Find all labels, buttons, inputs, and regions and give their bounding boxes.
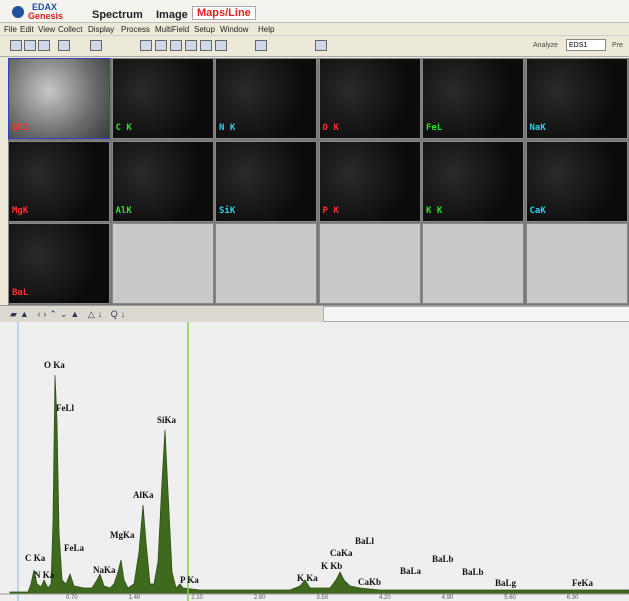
menu-item[interactable]: Help	[258, 25, 274, 34]
map-tile[interactable]: AlK	[112, 141, 214, 222]
map-label: SEI	[12, 123, 28, 133]
toolbar-text: Pre	[612, 42, 623, 49]
menu-item[interactable]: MultiField	[155, 25, 189, 34]
map-label: MgK	[12, 206, 28, 216]
tool-button[interactable]	[155, 40, 167, 51]
peak-label: K Ka	[297, 573, 318, 583]
peak-label: SiKa	[157, 415, 176, 425]
peak-label: BaLg	[495, 578, 516, 588]
empty-tile	[319, 223, 421, 304]
axis-label: 4.90	[442, 595, 454, 601]
menu-item[interactable]: View	[38, 25, 55, 34]
peak-label: BaLb	[432, 554, 454, 564]
tab-active[interactable]: Maps/Line	[192, 6, 256, 20]
map-tile[interactable]: C K	[112, 58, 214, 139]
map-tile[interactable]: NaK	[526, 58, 628, 139]
menu-item[interactable]: Window	[220, 25, 248, 34]
peak-label: N Ka	[34, 570, 54, 580]
empty-tile	[422, 223, 524, 304]
spectrum-tool-icons: ▰▲ ‹›⌃⌄▲ △↓ Q↓	[10, 309, 128, 320]
analyzer-label: Analyze	[533, 42, 558, 49]
menu-item[interactable]: Process	[121, 25, 150, 34]
axis-label: 1.40	[129, 595, 141, 601]
empty-tile	[112, 223, 214, 304]
axis-label: 6.30	[567, 595, 579, 601]
peak-label: K Kb	[321, 561, 342, 571]
map-label: FeL	[426, 123, 442, 133]
peak-label: CaKb	[358, 577, 381, 587]
peak-label: NaKa	[93, 565, 116, 575]
menu-item[interactable]: Collect	[58, 25, 82, 34]
app-window: EDAX Genesis Spectrum Image Maps/Line An…	[0, 0, 629, 601]
tool-button[interactable]	[58, 40, 70, 51]
peak-label: AlKa	[133, 490, 154, 500]
spectrum-toolbar-field	[323, 306, 629, 322]
map-tile[interactable]: O K	[319, 58, 421, 139]
menu-item[interactable]: File	[4, 25, 17, 34]
map-tile[interactable]: FeL	[422, 58, 524, 139]
tool-button[interactable]	[140, 40, 152, 51]
menu-item[interactable]: Edit	[20, 25, 34, 34]
tab[interactable]: Spectrum	[92, 9, 143, 21]
peak-label: FeLa	[64, 543, 84, 553]
axis-label: 0.70	[66, 595, 78, 601]
map-label: N K	[219, 123, 235, 133]
peak-label: BaLa	[400, 566, 421, 576]
map-tile[interactable]: BaL	[8, 223, 110, 304]
menu-item[interactable]: Setup	[194, 25, 215, 34]
tool-button[interactable]	[215, 40, 227, 51]
logo-icon	[12, 6, 24, 18]
spectrum-panel	[0, 322, 629, 601]
map-label: K K	[426, 206, 442, 216]
peak-label: CaKa	[330, 548, 353, 558]
map-tile[interactable]: CaK	[526, 141, 628, 222]
axis-label: 2.10	[191, 595, 203, 601]
peak-label: O Ka	[44, 360, 65, 370]
peak-label: FeKa	[572, 578, 593, 588]
map-tile[interactable]: SEI	[8, 58, 110, 139]
peak-label: C Ka	[25, 553, 45, 563]
tool-button[interactable]	[24, 40, 36, 51]
axis-label: 2.80	[254, 595, 266, 601]
map-tile[interactable]: N K	[215, 58, 317, 139]
tool-button[interactable]	[255, 40, 267, 51]
map-label: C K	[116, 123, 132, 133]
map-label: P K	[323, 206, 339, 216]
map-tile[interactable]: P K	[319, 141, 421, 222]
peak-label: MgKa	[110, 530, 135, 540]
map-label: CaK	[530, 206, 546, 216]
spectrum-plot	[0, 322, 629, 601]
tool-button[interactable]	[90, 40, 102, 51]
tool-button[interactable]	[315, 40, 327, 51]
tool-button[interactable]	[10, 40, 22, 51]
menu-item[interactable]: Display	[88, 25, 114, 34]
peak-label: BaLl	[355, 536, 374, 546]
empty-tile	[215, 223, 317, 304]
tool-button[interactable]	[200, 40, 212, 51]
map-tile[interactable]: K K	[422, 141, 524, 222]
brand: Genesis	[28, 11, 63, 21]
map-label: NaK	[530, 123, 546, 133]
analyzer-select[interactable]: EDS1	[566, 39, 606, 51]
tool-button[interactable]	[38, 40, 50, 51]
map-tile[interactable]: SiK	[215, 141, 317, 222]
peak-label: FeLl	[56, 403, 74, 413]
map-label: SiK	[219, 206, 235, 216]
map-label: AlK	[116, 206, 132, 216]
empty-tile	[526, 223, 628, 304]
axis-label: 5.60	[504, 595, 516, 601]
spectrum-trace	[10, 375, 629, 594]
peak-label: P Ka	[180, 575, 199, 585]
map-label: BaL	[12, 288, 28, 298]
peak-label: BaLb	[462, 567, 484, 577]
axis-label: 4.20	[379, 595, 391, 601]
tab[interactable]: Image	[156, 9, 188, 21]
map-label: O K	[323, 123, 339, 133]
axis-label: 3.50	[316, 595, 328, 601]
map-tile[interactable]: MgK	[8, 141, 110, 222]
tool-button[interactable]	[185, 40, 197, 51]
map-grid: SEI C K N K O K FeL NaK MgK AlK SiK P K K K CaK BaL	[8, 58, 629, 305]
tool-button[interactable]	[170, 40, 182, 51]
